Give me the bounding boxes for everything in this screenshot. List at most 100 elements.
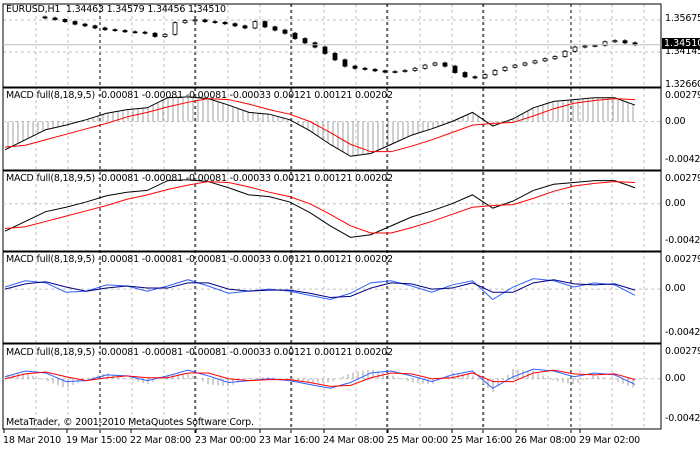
time-axis-label: 23 Mar 00:00 bbox=[195, 435, 257, 446]
price-label-high: 1.35675 bbox=[665, 13, 700, 24]
candle-body bbox=[122, 30, 128, 33]
symbol-header: EURUSD,H1 1.34463 1.34579 1.34456 1.3451… bbox=[6, 4, 226, 15]
candle-body bbox=[372, 68, 378, 72]
candle-body bbox=[42, 16, 48, 19]
indicator-axis-label: -0.00421 bbox=[665, 413, 700, 424]
candle-body bbox=[262, 21, 268, 28]
indicator-pane-border bbox=[2, 251, 662, 344]
time-axis-label: 18 Mar 2010 bbox=[3, 435, 62, 446]
indicator-axis-label: -0.00421 bbox=[665, 327, 700, 338]
indicator-1-header: MACD full(8,18,9,5) -0.00081 -0.00081 -0… bbox=[6, 90, 393, 101]
time-axis-label: 26 Mar 08:00 bbox=[515, 435, 577, 446]
time-axis-label: 24 Mar 08:00 bbox=[323, 435, 385, 446]
candle-body bbox=[332, 53, 338, 61]
time-axis-label: 22 Mar 08:00 bbox=[130, 435, 192, 446]
time-axis-label: 19 Mar 15:00 bbox=[66, 435, 128, 446]
time-axis-label: 23 Mar 16:00 bbox=[259, 435, 321, 446]
candle-body bbox=[532, 60, 538, 64]
main-pane-border bbox=[2, 3, 662, 88]
candle-body bbox=[112, 29, 118, 32]
candle-body bbox=[62, 19, 68, 22]
macd-line bbox=[4, 179, 636, 238]
current-price-tag: 1.34510 bbox=[662, 38, 700, 49]
candle-body bbox=[542, 58, 548, 62]
indicator-axis-label: 0.00279 bbox=[665, 254, 700, 265]
candle-body bbox=[392, 71, 398, 73]
slow-line bbox=[4, 369, 636, 387]
indicator-axis-label: 0.00279 bbox=[665, 90, 700, 101]
candle-body bbox=[592, 44, 598, 47]
indicator-values: -0.00081 -0.00081 -0.00081 -0.00033 0.00… bbox=[97, 347, 393, 358]
indicator-axis-label: 0.00 bbox=[665, 372, 686, 384]
candle-body bbox=[152, 32, 158, 37]
candle-body bbox=[622, 40, 628, 44]
candle-body bbox=[252, 21, 258, 29]
candle-body bbox=[402, 70, 408, 72]
indicator-3-header: MACD full(8,18,9,5) -0.00081 -0.00081 -0… bbox=[6, 254, 393, 265]
candle-body bbox=[52, 17, 58, 20]
candle-body bbox=[482, 74, 488, 79]
candle-body bbox=[302, 38, 308, 44]
candle-body bbox=[212, 21, 218, 23]
candle-body bbox=[462, 72, 468, 78]
fast-line bbox=[4, 368, 636, 389]
candle-body bbox=[362, 67, 368, 70]
indicator-2-header: MACD full(8,18,9,5) -0.00081 -0.00081 -0… bbox=[6, 173, 393, 184]
indicator-axis-label: 0.00 bbox=[665, 197, 686, 209]
candle-body bbox=[82, 23, 88, 27]
indicator-name: MACD full(8,18,9,5) bbox=[6, 90, 96, 101]
ohlc-values: 1.34463 1.34579 1.34456 1.34510 bbox=[65, 4, 226, 15]
candle-body bbox=[292, 32, 298, 39]
candle-body bbox=[322, 46, 328, 54]
indicator-name: MACD full(8,18,9,5) bbox=[6, 254, 96, 265]
candle-body bbox=[132, 31, 138, 34]
signal-line bbox=[4, 98, 636, 153]
candle-body bbox=[72, 21, 78, 25]
time-axis-label: 25 Mar 00:00 bbox=[387, 435, 449, 446]
indicator-axis-label: -0.00421 bbox=[665, 235, 700, 246]
candle-body bbox=[282, 29, 288, 34]
candle-body bbox=[102, 27, 108, 31]
time-axis-label: 25 Mar 16:00 bbox=[451, 435, 513, 446]
fast-line bbox=[4, 278, 636, 301]
candle-body bbox=[242, 25, 248, 29]
symbol-label: EURUSD,H1 bbox=[6, 4, 61, 15]
candle-body bbox=[272, 26, 278, 31]
time-axis-label: 29 Mar 02:00 bbox=[579, 435, 641, 446]
candle-body bbox=[92, 25, 98, 29]
indicator-4-header: MACD full(8,18,9,5) -0.00081 -0.00081 -0… bbox=[6, 347, 393, 358]
signal-line bbox=[4, 181, 636, 234]
candle-body bbox=[552, 56, 558, 60]
candle-body bbox=[162, 33, 168, 37]
candle-body bbox=[422, 64, 428, 69]
price-label-low: 1.32660 bbox=[665, 79, 700, 90]
indicator-pane-border bbox=[2, 170, 662, 252]
indicator-values: -0.00081 -0.00081 -0.00081 -0.00033 0.00… bbox=[97, 173, 393, 184]
candle-body bbox=[352, 65, 358, 69]
macd-line bbox=[4, 96, 636, 157]
indicator-pane-border bbox=[2, 343, 662, 430]
candle-body bbox=[232, 23, 238, 27]
candle-body bbox=[502, 66, 508, 71]
indicator-axis-label: 0.00279 bbox=[665, 173, 700, 184]
candle-body bbox=[572, 46, 578, 52]
indicator-axis-label: 0.00279 bbox=[665, 346, 700, 357]
indicator-name: MACD full(8,18,9,5) bbox=[6, 347, 96, 358]
candle-body bbox=[382, 70, 388, 73]
candle-body bbox=[492, 70, 498, 76]
candle-body bbox=[562, 50, 568, 58]
candle-body bbox=[442, 62, 448, 67]
candle-body bbox=[432, 62, 438, 66]
indicator-pane-border bbox=[2, 87, 662, 171]
candle-body bbox=[472, 76, 478, 79]
candle-body bbox=[522, 62, 528, 66]
candle-body bbox=[602, 41, 608, 46]
candle-body bbox=[142, 31, 148, 34]
indicator-values: -0.00081 -0.00081 -0.00081 -0.00033 0.00… bbox=[97, 90, 393, 101]
price-label-mid: 1.34145 bbox=[665, 46, 700, 57]
indicator-values: -0.00081 -0.00081 -0.00081 -0.00033 0.00… bbox=[97, 254, 393, 265]
copyright-text: MetaTrader, © 2001-2010 MetaQuotes Softw… bbox=[6, 417, 254, 428]
candle-body bbox=[342, 59, 348, 67]
